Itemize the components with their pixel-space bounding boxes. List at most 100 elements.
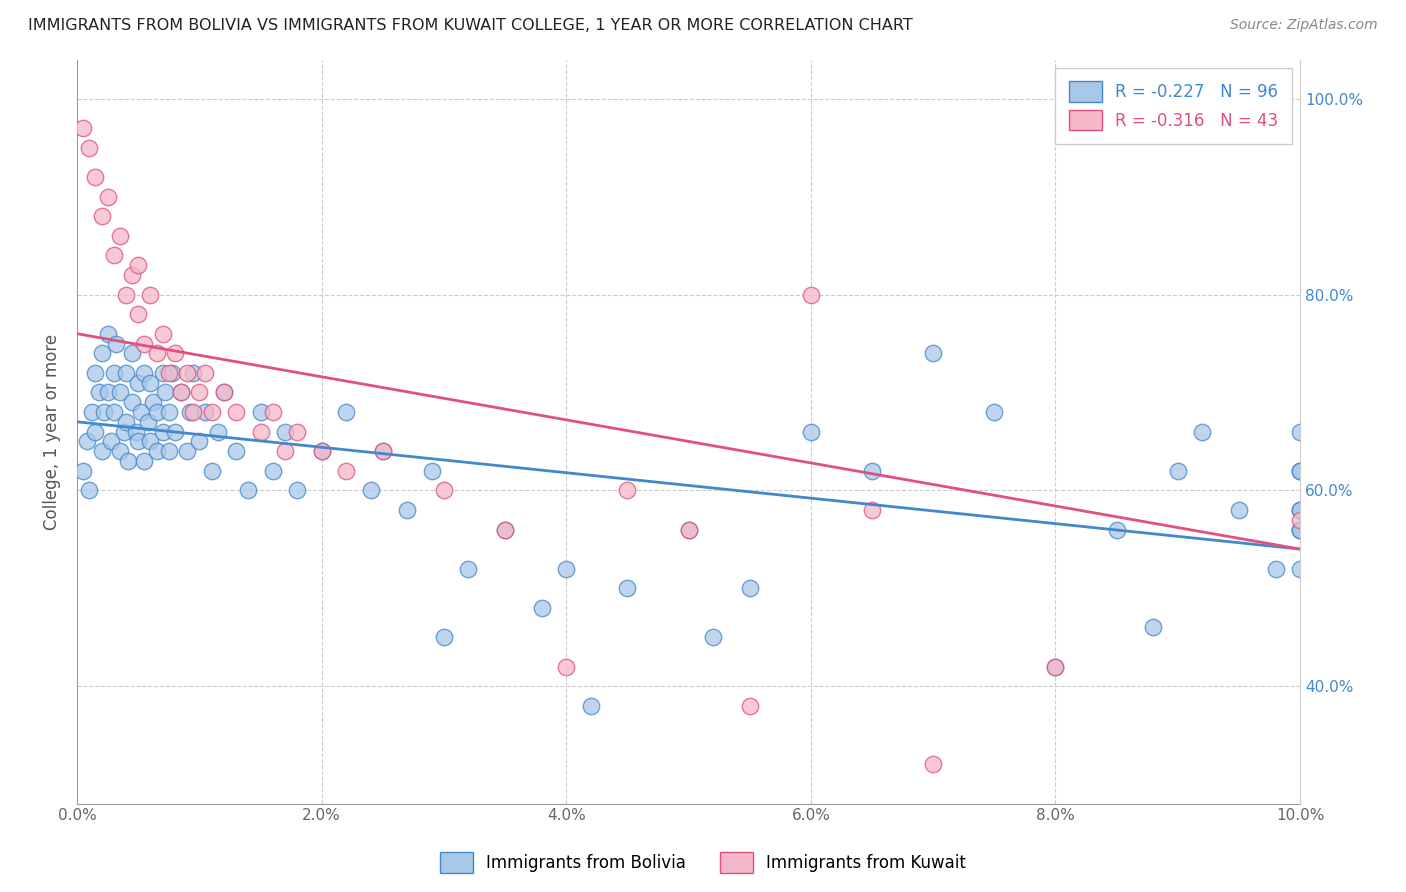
Point [103, 248, 125, 262]
Point [285, 483, 308, 498]
Point [1167, 464, 1189, 478]
Point [1289, 523, 1312, 537]
Point [530, 600, 553, 615]
Point [108, 444, 131, 458]
Point [1289, 464, 1312, 478]
Point [90, 346, 112, 360]
Point [87, 385, 110, 400]
Point [1289, 464, 1312, 478]
Point [225, 444, 247, 458]
Point [274, 444, 297, 458]
Point [371, 444, 394, 458]
Point [311, 444, 333, 458]
Point [1289, 523, 1312, 537]
Point [79, 483, 101, 498]
Point [179, 405, 201, 419]
Point [76, 434, 98, 449]
Point [105, 336, 128, 351]
Point [176, 444, 198, 458]
Point [121, 268, 143, 282]
Point [97, 385, 120, 400]
Point [1289, 464, 1312, 478]
Point [170, 385, 193, 400]
Point [201, 405, 224, 419]
Point [579, 698, 602, 713]
Point [188, 385, 211, 400]
Point [188, 434, 211, 449]
Point [922, 757, 945, 772]
Point [212, 385, 235, 400]
Point [170, 385, 193, 400]
Point [555, 659, 578, 673]
Point [194, 366, 217, 380]
Point [115, 287, 138, 301]
Point [72, 121, 94, 136]
Point [108, 228, 131, 243]
Point [1289, 503, 1312, 517]
Point [157, 444, 180, 458]
Point [117, 454, 139, 468]
Point [285, 425, 308, 439]
Point [145, 346, 167, 360]
Point [176, 366, 198, 380]
Point [72, 464, 94, 478]
Point [121, 346, 143, 360]
Point [1045, 659, 1067, 673]
Point [152, 425, 174, 439]
Point [115, 366, 138, 380]
Point [1105, 523, 1128, 537]
Point [738, 581, 761, 595]
Point [433, 630, 456, 644]
Point [80, 405, 103, 419]
Point [142, 395, 165, 409]
Point [800, 287, 823, 301]
Point [494, 523, 516, 537]
Point [152, 366, 174, 380]
Point [127, 376, 149, 390]
Point [360, 483, 382, 498]
Point [157, 405, 180, 419]
Point [983, 405, 1005, 419]
Point [139, 376, 162, 390]
Point [262, 464, 284, 478]
Point [103, 366, 125, 380]
Point [162, 366, 184, 380]
Point [134, 454, 156, 468]
Point [555, 562, 578, 576]
Point [115, 415, 138, 429]
Point [134, 336, 156, 351]
Point [139, 287, 162, 301]
Point [212, 385, 235, 400]
Point [93, 405, 115, 419]
Point [194, 405, 217, 419]
Point [922, 346, 945, 360]
Point [262, 405, 284, 419]
Point [207, 425, 229, 439]
Text: Source: ZipAtlas.com: Source: ZipAtlas.com [1230, 18, 1378, 32]
Legend: R = -0.227   N = 96, R = -0.316   N = 43: R = -0.227 N = 96, R = -0.316 N = 43 [1056, 68, 1292, 144]
Point [127, 434, 149, 449]
Point [84, 366, 107, 380]
Point [84, 170, 107, 185]
Point [97, 189, 120, 203]
Point [100, 434, 122, 449]
Point [152, 326, 174, 341]
Point [1289, 562, 1312, 576]
Point [125, 425, 148, 439]
Point [139, 434, 162, 449]
Y-axis label: College, 1 year or more: College, 1 year or more [44, 334, 60, 530]
Point [494, 523, 516, 537]
Point [396, 503, 419, 517]
Point [678, 523, 700, 537]
Point [335, 405, 357, 419]
Point [1289, 503, 1312, 517]
Point [103, 405, 125, 419]
Point [249, 425, 271, 439]
Point [1289, 513, 1312, 527]
Point [1289, 523, 1312, 537]
Point [129, 405, 152, 419]
Point [1045, 659, 1067, 673]
Point [181, 366, 204, 380]
Point [84, 425, 107, 439]
Point [157, 366, 180, 380]
